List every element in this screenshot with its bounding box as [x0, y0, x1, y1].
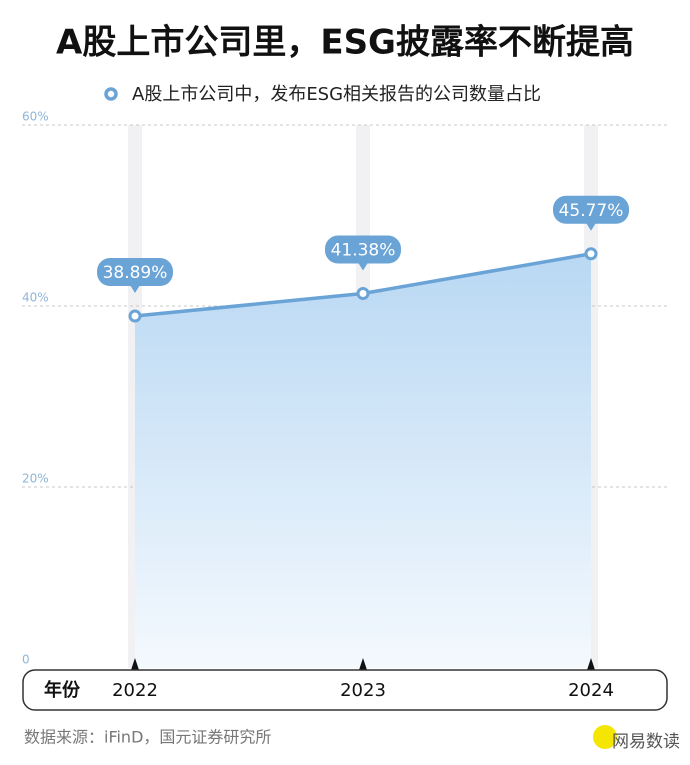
point	[584, 247, 598, 261]
logo-dot	[593, 725, 617, 749]
value-label: 41.38%	[331, 241, 396, 261]
value-label-bubble	[325, 235, 401, 264]
x-tick-label: 2023	[340, 680, 386, 701]
x-axis-label: 年份	[44, 679, 81, 701]
y-tick-label: 60%	[22, 110, 49, 124]
y-tick-label: 20%	[22, 472, 49, 486]
source: 数据来源：iFinD，国元证券研究所	[24, 728, 271, 747]
y-tick-label: 0	[22, 653, 30, 667]
value-label-pointer	[130, 285, 140, 294]
point	[356, 287, 370, 301]
legend-label: A股上市公司中，发布ESG相关报告的公司数量占比	[132, 84, 541, 105]
watermark: 网易数读	[612, 732, 680, 752]
value-label-bubble	[97, 258, 173, 287]
plot: 0 20% 40% 60% 38.89% 41.38% 45.77%	[22, 110, 667, 670]
x-tick-marker	[587, 658, 595, 670]
x-tick-label: 2022	[112, 680, 158, 701]
y-tick-label: 40%	[22, 291, 49, 305]
x-tick-label: 2024	[568, 680, 614, 701]
value-label-bubble	[553, 195, 629, 224]
area	[135, 253, 591, 668]
value-label: 45.77%	[559, 201, 624, 221]
x-tick-marker	[131, 658, 139, 670]
value-label-pointer	[586, 222, 596, 231]
value-label-pointer	[358, 262, 368, 271]
legend-marker	[104, 87, 118, 101]
value-label: 38.89%	[103, 263, 168, 283]
chart-title: A股上市公司里，ESG披露率不断提高	[56, 23, 634, 63]
point	[128, 309, 142, 323]
x-axis-box	[22, 669, 668, 711]
x-tick-marker	[359, 658, 367, 670]
